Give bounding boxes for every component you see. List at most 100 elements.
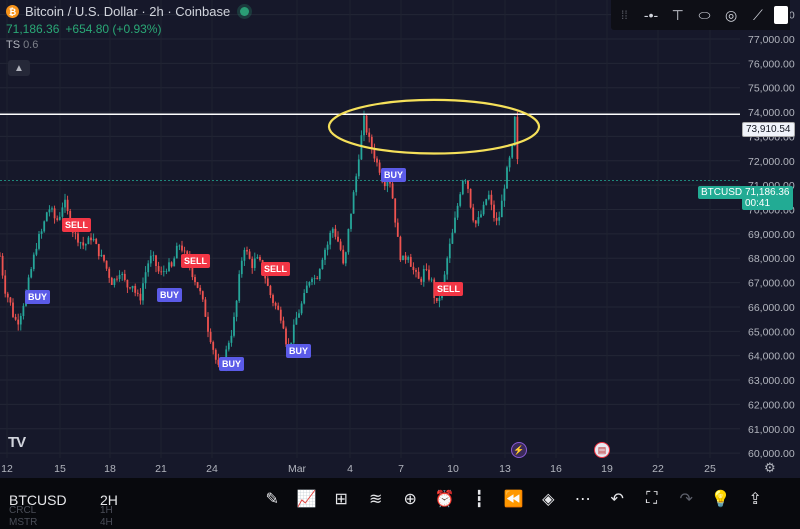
- candle-body: [152, 255, 155, 257]
- candle-body: [415, 270, 417, 272]
- candle-body: [339, 241, 342, 250]
- y-tick-label: 63,000.00: [748, 375, 795, 387]
- candle-body: [14, 316, 17, 320]
- sell-signal-label: SELL: [62, 218, 92, 232]
- watchlist-symbol[interactable]: CRCL: [9, 505, 37, 516]
- circle-target-icon[interactable]: ◎: [725, 6, 738, 23]
- candle-body: [6, 293, 9, 298]
- candle-body: [256, 257, 259, 259]
- candle-body: [451, 232, 454, 244]
- candle-icon[interactable]: ┇: [474, 491, 485, 508]
- candle-body: [160, 271, 163, 273]
- trend-line-icon[interactable]: ⟋: [752, 6, 763, 23]
- brush-icon[interactable]: ✎: [265, 491, 279, 508]
- candle-body: [425, 269, 428, 270]
- vertical-line-icon[interactable]: ⊤: [671, 6, 684, 23]
- x-tick-label: 7: [398, 463, 404, 475]
- candle-body: [355, 176, 358, 193]
- y-tick-label: 69,000.00: [748, 229, 795, 241]
- candle-body: [1, 255, 4, 276]
- candle-body: [516, 116, 519, 160]
- candle-body: [409, 257, 412, 267]
- strategy-icon[interactable]: ≋: [369, 491, 383, 508]
- watchlist-timeframe[interactable]: 1H: [100, 505, 113, 516]
- candle-body: [253, 258, 256, 268]
- bitcoin-icon: ₿: [6, 5, 19, 18]
- chevron-up-icon[interactable]: ▲: [8, 60, 30, 76]
- candle-body: [32, 254, 35, 270]
- alarm-icon[interactable]: ⏰: [434, 491, 455, 508]
- bottom-symbol[interactable]: BTCUSD: [9, 492, 67, 508]
- bottom-timeframe[interactable]: 2H: [100, 492, 118, 508]
- candle-body: [342, 249, 345, 264]
- indicator-legend[interactable]: TS 0.6: [6, 39, 38, 51]
- candle-body: [12, 302, 14, 317]
- indicators-icon[interactable]: 📈: [296, 491, 317, 508]
- candle-body: [147, 263, 150, 273]
- candle-body: [461, 180, 464, 195]
- candle-body: [95, 238, 98, 244]
- color-swatch-icon[interactable]: [773, 6, 788, 24]
- symbol-header[interactable]: ₿ Bitcoin / U.S. Dollar · 2h · Coinbase: [6, 4, 250, 19]
- y-tick-label: 74,000.00: [748, 107, 795, 119]
- buy-signal-label: BUY: [381, 168, 407, 182]
- lightning-event-icon[interactable]: ⚡: [511, 442, 527, 458]
- candle-body: [344, 252, 347, 264]
- candle-body: [168, 262, 170, 271]
- candle-body: [186, 251, 189, 257]
- buy-signal-label: BUY: [157, 288, 183, 302]
- rewind-icon[interactable]: ⏪: [503, 491, 524, 508]
- candle-body: [503, 188, 506, 201]
- candle-body: [38, 233, 40, 249]
- ellipse-icon[interactable]: ⬭: [698, 6, 711, 23]
- x-tick-label: 21: [155, 463, 167, 475]
- candle-body: [274, 302, 277, 306]
- y-tick-label: 75,000.00: [748, 83, 795, 95]
- candle-body: [155, 255, 157, 267]
- undo-icon[interactable]: ↶: [610, 491, 624, 508]
- drag-handle-icon[interactable]: ⁞⁞: [621, 8, 628, 22]
- candle-body: [378, 162, 381, 173]
- candle-body: [4, 275, 7, 294]
- candle-body: [136, 292, 139, 294]
- candle-body: [316, 278, 319, 280]
- redo-icon[interactable]: ↷: [679, 491, 693, 508]
- candle-body: [334, 228, 337, 237]
- candle-body: [40, 231, 43, 234]
- candle-body: [199, 287, 202, 292]
- candle-body: [48, 209, 51, 213]
- candle-body: [448, 243, 451, 259]
- candle-body: [399, 236, 402, 261]
- layers-icon[interactable]: ◈: [542, 491, 555, 508]
- share-icon[interactable]: ⇪: [748, 491, 762, 508]
- grid-icon[interactable]: ⊞: [334, 491, 348, 508]
- candle-body: [383, 181, 386, 187]
- candle-body: [487, 194, 490, 200]
- candle-body: [435, 297, 438, 302]
- gear-icon[interactable]: ⚙: [764, 460, 776, 475]
- candle-body: [204, 299, 207, 317]
- candle-body: [35, 248, 38, 255]
- watchlist-symbol[interactable]: MSTR: [9, 517, 38, 528]
- candle-body: [100, 254, 103, 257]
- fullscreen-icon[interactable]: ⛶: [646, 490, 658, 507]
- candle-body: [456, 205, 459, 218]
- candle-body: [191, 266, 194, 278]
- candle-body: [363, 115, 365, 136]
- lightbulb-icon[interactable]: 💡: [710, 491, 731, 508]
- us-flag-event-icon[interactable]: ▤: [594, 442, 610, 458]
- watchlist-timeframe[interactable]: 4H: [100, 517, 113, 528]
- last-price-value: 71,186.36: [745, 187, 790, 198]
- horizontal-ray-icon[interactable]: -•-: [643, 7, 659, 23]
- candle-body: [58, 216, 61, 220]
- candle-body: [19, 316, 22, 325]
- candle-body: [313, 278, 316, 280]
- more-icon[interactable]: ⋯: [574, 491, 591, 508]
- plus-icon[interactable]: ⊕: [403, 491, 417, 508]
- candle-body: [506, 167, 508, 189]
- candle-body: [498, 217, 501, 221]
- candle-body: [61, 207, 64, 217]
- candle-body: [428, 269, 430, 280]
- candle-body: [157, 266, 160, 272]
